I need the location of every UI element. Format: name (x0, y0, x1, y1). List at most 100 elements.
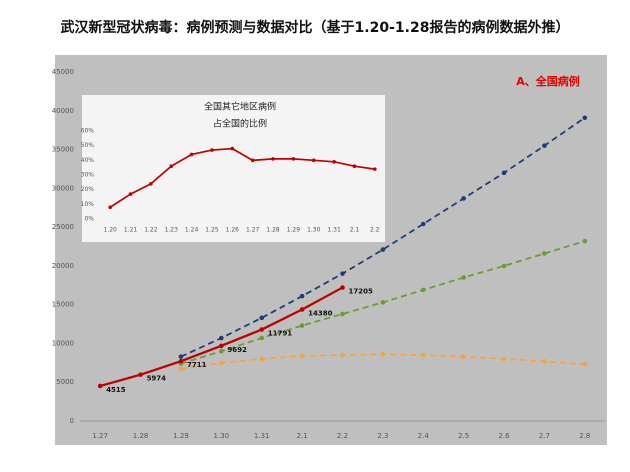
x-tick-label: 1.30 (214, 432, 230, 440)
x-tick-label: 1.20 (103, 227, 117, 234)
data-point (373, 167, 377, 171)
data-point (582, 362, 588, 367)
data-point (259, 315, 265, 321)
x-tick-label: 1.21 (124, 227, 138, 234)
data-point (230, 146, 235, 151)
inset-subtitle: 占全国的比例 (213, 118, 267, 130)
x-tick-label: 1.28 (133, 432, 149, 440)
data-point (340, 285, 345, 290)
data-point (311, 158, 316, 163)
data-label: 11791 (268, 330, 292, 338)
data-point (380, 247, 386, 252)
data-point (189, 152, 194, 157)
data-point (542, 251, 547, 256)
data-point (582, 238, 588, 244)
data-label: 7711 (187, 361, 207, 369)
data-point (178, 358, 184, 364)
data-point (149, 182, 153, 186)
data-point (259, 335, 265, 341)
data-point (542, 358, 547, 364)
data-label: 14380 (308, 309, 332, 317)
data-label: 17205 (349, 288, 373, 296)
x-tick-label: 2.2 (370, 227, 380, 234)
x-tick-label: 1.27 (246, 227, 260, 234)
data-point (420, 221, 426, 227)
x-tick-label: 2.5 (458, 432, 469, 440)
data-point (219, 335, 224, 341)
data-point (178, 366, 184, 372)
y-tick-label: 30000 (52, 184, 74, 192)
data-point (461, 275, 466, 280)
x-tick-label: 2.1 (350, 227, 360, 234)
y-tick-label: 15000 (52, 301, 74, 309)
y-tick-label: 40% (81, 157, 95, 164)
y-tick-label: 60% (81, 128, 95, 135)
data-point (501, 170, 507, 176)
x-tick-label: 1.26 (226, 227, 240, 234)
x-tick-label: 2.8 (579, 432, 590, 440)
y-tick-label: 20000 (52, 262, 74, 270)
x-tick-label: 1.31 (254, 432, 270, 440)
data-point (461, 354, 466, 359)
x-tick-label: 2.7 (539, 432, 550, 440)
data-point (340, 311, 345, 317)
annotation: A、全国病例 (516, 74, 580, 88)
y-tick-label: 20% (81, 186, 95, 193)
x-tick-label: 1.30 (307, 227, 321, 234)
y-tick-label: 35000 (52, 146, 74, 154)
data-point (259, 356, 265, 362)
data-point (501, 263, 507, 269)
data-point (219, 360, 224, 366)
data-label: 4515 (106, 386, 126, 394)
x-tick-label: 2.2 (337, 432, 348, 440)
data-point (97, 383, 103, 389)
data-point (420, 352, 426, 358)
x-tick-label: 2.1 (297, 432, 308, 440)
data-point (340, 271, 345, 276)
x-tick-label: 1.22 (144, 227, 158, 234)
data-point (219, 348, 224, 354)
x-tick-label: 2.6 (498, 432, 510, 440)
data-point (380, 352, 386, 357)
data-point (299, 323, 305, 328)
data-point (178, 354, 184, 359)
x-tick-label: 1.24 (185, 227, 199, 234)
y-tick-label: 0% (84, 216, 94, 223)
data-point (210, 148, 214, 152)
data-point (108, 205, 112, 210)
y-tick-label: 0 (70, 417, 74, 425)
data-point (128, 192, 133, 196)
data-point (299, 293, 305, 299)
x-tick-label: 2.4 (418, 432, 430, 440)
data-point (542, 143, 547, 148)
y-tick-label: 45000 (52, 68, 74, 76)
y-tick-label: 10000 (52, 339, 74, 347)
series-line (180, 117, 586, 358)
data-point (352, 164, 357, 168)
data-point (271, 157, 275, 161)
inset-title: 全国其它地区病例 (204, 101, 276, 113)
x-tick-label: 1.27 (92, 432, 108, 440)
x-tick-label: 2.3 (377, 432, 388, 440)
data-point (299, 307, 305, 312)
data-point (219, 343, 224, 349)
y-tick-label: 30% (81, 172, 95, 179)
data-point (291, 157, 296, 161)
x-tick-label: 1.31 (327, 227, 341, 234)
data-label: 5974 (147, 375, 167, 383)
series-line (109, 147, 375, 208)
data-point (138, 372, 143, 377)
data-point (340, 352, 345, 358)
data-point (299, 353, 305, 359)
y-tick-label: 50% (81, 142, 95, 149)
data-point (250, 158, 255, 163)
data-point (380, 300, 386, 305)
x-tick-label: 1.28 (266, 227, 280, 234)
data-point (501, 356, 507, 362)
x-tick-label: 1.25 (205, 227, 219, 234)
data-point (461, 196, 466, 201)
y-tick-label: 5000 (56, 378, 74, 386)
x-tick-label: 1.23 (165, 227, 179, 234)
data-point (169, 164, 174, 168)
